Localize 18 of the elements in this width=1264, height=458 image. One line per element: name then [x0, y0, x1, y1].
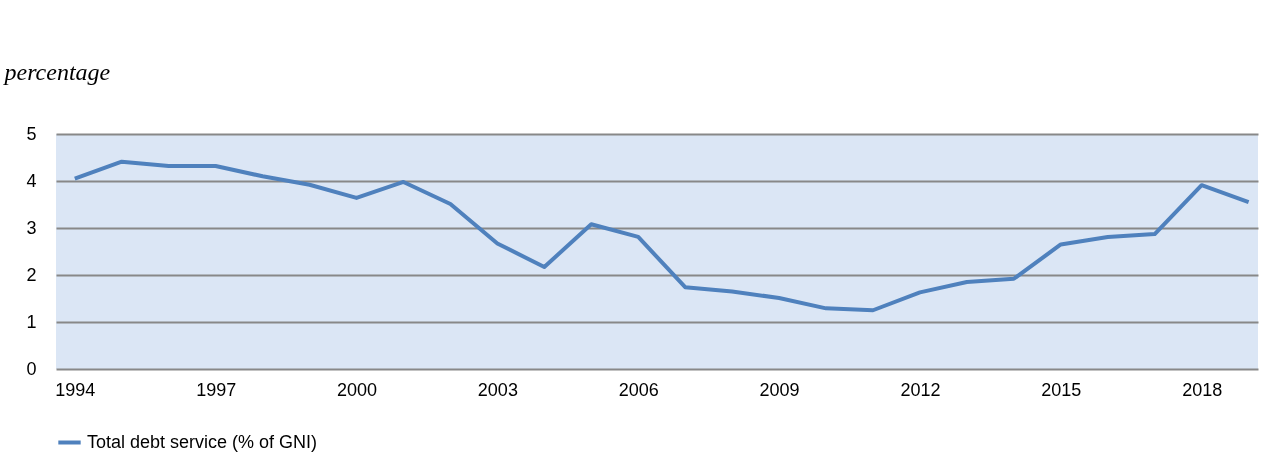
x-tick-label: 2015 — [1041, 379, 1082, 400]
y-tick-label: 0 — [26, 358, 37, 379]
x-tick-label: 2012 — [900, 379, 941, 400]
y-axis-title: percentage — [2, 58, 111, 85]
y-tick-label: 2 — [26, 264, 37, 285]
y-tick-label: 3 — [26, 217, 37, 238]
line-series — [72, 159, 1251, 313]
y-tick-label: 1 — [26, 311, 37, 332]
x-tick-label: 2009 — [759, 379, 800, 400]
x-tick-label: 2000 — [336, 379, 378, 400]
legend-label: Total debt service (% of GNI) — [87, 431, 318, 452]
x-tick-label: 2006 — [618, 379, 659, 400]
x-tick-label: 2018 — [1182, 379, 1223, 400]
y-tick-label: 4 — [26, 170, 37, 191]
x-tick-label: 2003 — [477, 379, 518, 400]
x-tick-label: 1997 — [196, 379, 237, 400]
y-tick-label: 5 — [26, 123, 37, 144]
x-tick-label: 1994 — [55, 379, 96, 400]
